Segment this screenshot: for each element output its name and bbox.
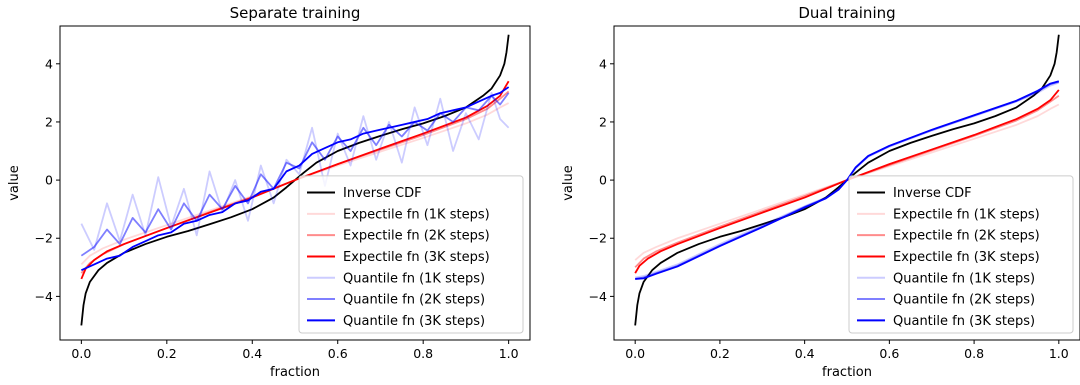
y-tick-label: −4 — [589, 289, 607, 304]
y-axis-label: value — [7, 165, 22, 201]
chart-title: Dual training — [798, 4, 895, 22]
series-group — [80, 34, 510, 326]
legend-label-0: Inverse CDF — [343, 186, 422, 201]
legend-box — [848, 175, 1074, 334]
legend-label-3: Expectile fn (3K steps) — [343, 250, 490, 265]
y-tick-label: 2 — [599, 114, 607, 129]
legend-label-2: Expectile fn (2K steps) — [343, 229, 490, 244]
legend-label-5: Quantile fn (2K steps) — [343, 293, 485, 308]
legend-label-6: Quantile fn (3K steps) — [343, 314, 485, 329]
x-tick-label: 0.2 — [157, 346, 177, 361]
y-tick-label: 0 — [599, 173, 607, 188]
x-tick-label: 1.0 — [499, 346, 519, 361]
legend-label-1: Expectile fn (1K steps) — [343, 207, 490, 222]
legend-label-5: Quantile fn (2K steps) — [893, 293, 1035, 308]
y-tick-label: −4 — [35, 289, 53, 304]
y-axis-label: value — [561, 165, 576, 201]
axes-frame — [59, 25, 531, 341]
y-tick-label: −2 — [589, 231, 607, 246]
x-tick-label: 0.4 — [795, 346, 815, 361]
series-group — [634, 34, 1060, 326]
x-axis-label: fraction — [822, 365, 872, 380]
legend-label-4: Quantile fn (1K steps) — [343, 271, 485, 286]
chart-title: Separate training — [230, 4, 361, 22]
series-line-6 — [635, 80, 1060, 280]
legend-label-2: Expectile fn (2K steps) — [893, 229, 1040, 244]
x-tick-label: 0.8 — [413, 346, 433, 361]
y-tick-label: 4 — [45, 56, 53, 71]
x-tick-label: 0.8 — [964, 346, 984, 361]
legend: Inverse CDF Expectile fn (1K steps) Expect… — [298, 175, 524, 334]
series-line-5 — [80, 92, 510, 257]
legend-label-4: Quantile fn (1K steps) — [893, 271, 1035, 286]
y-tick-label: 0 — [45, 173, 53, 188]
series-line-3 — [634, 89, 1060, 274]
x-tick-label: 0.2 — [710, 346, 730, 361]
x-axis-label: fraction — [270, 365, 320, 380]
legend-box — [298, 175, 524, 334]
x-tick-label: 0.6 — [879, 346, 899, 361]
legend: Inverse CDF Expectile fn (1K steps) Expect… — [848, 175, 1074, 334]
y-tick-label: −2 — [35, 231, 53, 246]
legend-label-1: Expectile fn (1K steps) — [893, 207, 1040, 222]
legend-label-6: Quantile fn (3K steps) — [893, 314, 1035, 329]
series-line-6 — [80, 86, 510, 272]
legend-label-0: Inverse CDF — [893, 186, 972, 201]
x-tick-label: 0.4 — [242, 346, 262, 361]
x-tick-label: 1.0 — [1049, 346, 1069, 361]
x-tick-label: 0.0 — [71, 346, 91, 361]
legend-label-3: Expectile fn (3K steps) — [893, 250, 1040, 265]
x-tick-label: 0.0 — [625, 346, 645, 361]
y-tick-label: 4 — [599, 56, 607, 71]
x-tick-label: 0.6 — [328, 346, 348, 361]
axes-frame — [613, 25, 1080, 341]
panel-separate-training: 0.0 0.2 0.4 0.6 0.8 1.0 −4 −2 0 2 4 Separate traini… — [7, 4, 531, 380]
y-tick-label: 2 — [45, 114, 53, 129]
panel-dual-training: 0.0 0.2 0.4 0.6 0.8 1.0 −4 −2 0 2 4 Dual training fr… — [561, 4, 1080, 380]
